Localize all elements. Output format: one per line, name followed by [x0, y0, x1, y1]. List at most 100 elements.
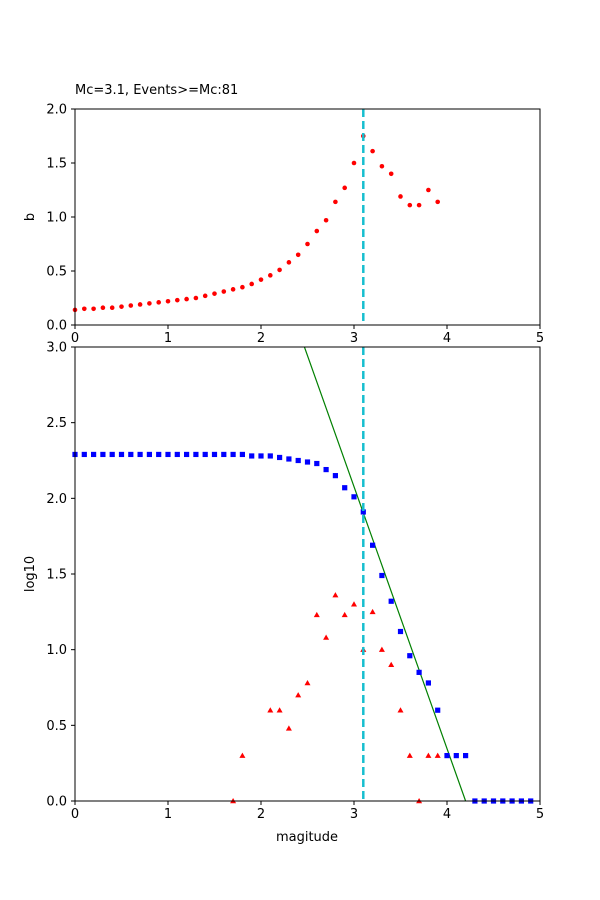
- bottom-triangle-point-13: [369, 608, 376, 615]
- top-circle-point-8: [147, 301, 152, 306]
- top-circle-point-25: [305, 241, 310, 247]
- top-circle-point-28: [333, 199, 338, 205]
- top-circle-point-35: [398, 194, 403, 199]
- bottom-square-point-38: [425, 680, 431, 686]
- bottom-square-point-36: [407, 653, 413, 659]
- bottom-square-point-31: [360, 509, 366, 515]
- top-circle-point-14: [202, 293, 208, 299]
- bottom-y-tick-label-3: 1.5: [46, 568, 67, 583]
- bottom-x-tick-label-4: 4: [443, 807, 451, 822]
- bottom-square-point-9: [156, 451, 162, 458]
- bottom-triangle-point-14: [378, 646, 385, 652]
- bottom-square-point-8: [146, 451, 152, 458]
- bottom-y-tick-label-5: 2.5: [46, 416, 67, 431]
- bottom-square-point-34: [388, 598, 394, 604]
- top-circle-point-4: [109, 305, 115, 311]
- top-x-tick-label-2: 2: [257, 331, 265, 346]
- bottom-triangle-point-19: [425, 752, 432, 758]
- bottom-square-point-1: [81, 451, 87, 458]
- top-y-axis-label: b: [23, 213, 38, 221]
- top-circle-point-24: [295, 252, 301, 258]
- bottom-square-point-7: [137, 451, 143, 458]
- top-circle-point-1: [82, 306, 87, 312]
- top-circle-point-2: [91, 306, 96, 312]
- bottom-triangle-point-2: [267, 707, 274, 713]
- top-y-tick-label-1: 0.5: [46, 265, 67, 280]
- top-axes: 0 1 2 3 4 5 0.0 0.5 1.0 1.5 2.0: [46, 103, 544, 347]
- bottom-square-point-13: [193, 451, 199, 458]
- bottom-square-point-3: [100, 451, 106, 458]
- bottom-square-point-17: [230, 451, 236, 458]
- bottom-square-point-5: [118, 451, 125, 458]
- bottom-x-axis-label: magitude: [276, 830, 338, 845]
- bottom-square-point-23: [286, 456, 292, 462]
- bottom-y-tick-label-2: 1.0: [46, 643, 67, 658]
- top-circle-point-10: [165, 298, 171, 304]
- top-circle-point-32: [370, 148, 375, 154]
- top-x-tick-label-0: 0: [71, 331, 79, 346]
- top-x-tick-label-5: 5: [536, 331, 544, 346]
- bottom-square-point-22: [277, 454, 283, 461]
- top-circle-point-3: [100, 305, 106, 311]
- top-circle-point-30: [351, 160, 357, 166]
- bottom-y-tick-label-1: 0.5: [46, 719, 67, 734]
- bottom-square-point-30: [351, 494, 357, 500]
- bottom-triangle-point-1: [239, 752, 246, 758]
- top-circle-point-38: [426, 187, 431, 193]
- log10-panel: log10 magitude 0 1 2 3 4 5 0.0 0.5 1.0 1.5 2.0 2.5 3…: [23, 341, 544, 846]
- top-circle-point-33: [379, 163, 385, 169]
- top-chart-title: Mc=3.1, Events>=Mc:81: [75, 83, 238, 98]
- top-circle-point-20: [258, 277, 264, 282]
- bottom-triangle-point-10: [341, 611, 348, 618]
- bottom-axes: 0 1 2 3 4 5 0.0 0.5 1.0 1.5 2.0 2.5 3.0: [46, 341, 544, 823]
- bottom-square-point-42: [463, 753, 469, 759]
- bottom-square-point-33: [379, 572, 385, 579]
- top-circle-point-5: [119, 304, 124, 309]
- bottom-triangle-point-9: [332, 592, 339, 598]
- top-circle-point-6: [128, 303, 134, 308]
- bottom-square-point-2: [91, 451, 97, 458]
- bottom-square-point-32: [370, 542, 376, 548]
- bottom-square-point-29: [342, 485, 348, 491]
- bottom-y-tick-label-4: 2.0: [46, 492, 67, 507]
- top-circle-point-39: [435, 199, 441, 205]
- bottom-x-tick-label-1: 1: [164, 807, 172, 822]
- bottom-square-point-4: [109, 451, 115, 458]
- bottom-x-tick-label-3: 3: [350, 807, 358, 822]
- bottom-square-point-21: [267, 453, 273, 459]
- bottom-square-point-27: [323, 466, 329, 473]
- bottom-triangle-point-8: [323, 634, 330, 640]
- bottom-square-point-6: [128, 451, 134, 458]
- bottom-y-tick-label-0: 0.0: [46, 795, 67, 810]
- top-x-tick-label-1: 1: [164, 331, 172, 346]
- top-circle-point-27: [323, 217, 329, 223]
- top-circle-point-19: [249, 281, 254, 287]
- bottom-clipped-marks: [303, 347, 467, 801]
- bottom-square-point-39: [435, 707, 441, 713]
- top-circle-point-34: [388, 171, 394, 177]
- top-circle-point-36: [407, 202, 413, 208]
- bottom-triangle-point-17: [406, 752, 413, 758]
- top-circle-point-18: [240, 284, 245, 290]
- top-circle-point-26: [314, 228, 320, 234]
- bottom-square-point-26: [314, 460, 320, 467]
- bottom-y-tick-label-6: 3.0: [46, 341, 67, 356]
- bottom-triangle-point-6: [304, 679, 311, 686]
- top-circle-point-9: [156, 300, 161, 305]
- top-y-tick-label-2: 1.0: [46, 211, 67, 226]
- bottom-square-point-10: [165, 451, 171, 458]
- top-circle-point-23: [286, 260, 292, 265]
- bottom-square-point-24: [295, 457, 301, 464]
- top-y-tick-label-3: 1.5: [46, 157, 67, 172]
- bottom-x-tick-label-5: 5: [536, 807, 544, 822]
- top-circle-point-12: [184, 296, 189, 302]
- bottom-plot-area: [72, 347, 534, 804]
- top-plot-area: [72, 109, 441, 325]
- bottom-triangle-point-3: [276, 707, 283, 713]
- top-circle-point-37: [416, 202, 422, 208]
- top-circle-point-21: [268, 273, 273, 278]
- bottom-triangle-point-20: [434, 752, 441, 758]
- bottom-x-tick-label-0: 0: [71, 807, 79, 822]
- top-y-tick-label-0: 0.0: [46, 319, 67, 334]
